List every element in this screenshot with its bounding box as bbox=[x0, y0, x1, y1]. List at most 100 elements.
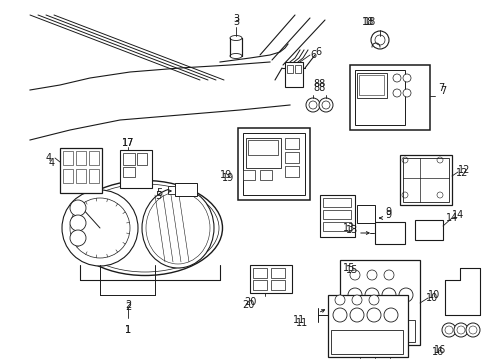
Text: 11: 11 bbox=[295, 318, 307, 328]
Circle shape bbox=[332, 308, 346, 322]
Bar bbox=[238, 128, 309, 200]
Bar bbox=[229, 38, 242, 56]
Text: 14: 14 bbox=[445, 213, 457, 223]
Bar bbox=[89, 151, 99, 165]
Circle shape bbox=[383, 308, 397, 322]
Bar bbox=[356, 205, 374, 223]
Text: 2: 2 bbox=[124, 300, 131, 310]
Text: 17: 17 bbox=[122, 138, 134, 148]
Circle shape bbox=[318, 98, 332, 112]
Text: 18: 18 bbox=[363, 17, 375, 27]
Circle shape bbox=[349, 270, 359, 280]
Bar bbox=[356, 73, 386, 98]
Circle shape bbox=[402, 74, 410, 82]
Circle shape bbox=[70, 215, 86, 231]
Bar bbox=[76, 151, 86, 165]
Bar bbox=[323, 198, 350, 207]
Bar bbox=[123, 167, 135, 177]
Text: 16: 16 bbox=[433, 345, 445, 355]
Bar bbox=[285, 166, 298, 177]
Bar bbox=[247, 140, 278, 155]
Ellipse shape bbox=[229, 54, 242, 59]
Text: 88: 88 bbox=[313, 79, 325, 89]
Text: 20: 20 bbox=[242, 300, 254, 310]
Circle shape bbox=[305, 98, 319, 112]
Bar bbox=[323, 222, 350, 231]
Bar bbox=[414, 220, 442, 240]
Text: 10: 10 bbox=[425, 293, 437, 303]
Bar bbox=[260, 170, 271, 180]
Circle shape bbox=[70, 200, 86, 216]
Bar bbox=[294, 65, 301, 73]
Text: 20: 20 bbox=[244, 297, 256, 307]
Text: 4: 4 bbox=[49, 158, 55, 168]
Text: 6: 6 bbox=[314, 47, 321, 57]
Text: 7: 7 bbox=[437, 83, 443, 93]
Bar bbox=[342, 320, 414, 342]
Bar bbox=[252, 268, 266, 278]
Bar bbox=[76, 169, 86, 183]
Bar bbox=[402, 158, 448, 202]
Circle shape bbox=[370, 31, 388, 49]
Circle shape bbox=[465, 323, 479, 337]
Circle shape bbox=[392, 74, 400, 82]
Bar bbox=[270, 280, 285, 290]
Circle shape bbox=[398, 288, 412, 302]
Text: 17: 17 bbox=[122, 138, 134, 148]
Bar bbox=[285, 152, 298, 163]
Circle shape bbox=[368, 295, 378, 305]
Bar bbox=[63, 151, 73, 165]
Text: 12: 12 bbox=[457, 165, 469, 175]
Text: 13: 13 bbox=[345, 225, 357, 235]
Text: 9: 9 bbox=[384, 210, 390, 220]
Circle shape bbox=[453, 323, 467, 337]
Circle shape bbox=[364, 288, 378, 302]
Circle shape bbox=[349, 308, 363, 322]
Text: 88: 88 bbox=[313, 83, 325, 93]
Text: 15: 15 bbox=[345, 265, 357, 275]
Text: 4: 4 bbox=[46, 153, 52, 163]
Text: 1: 1 bbox=[124, 325, 131, 335]
Text: 11: 11 bbox=[292, 315, 305, 325]
Bar bbox=[327, 295, 407, 357]
Bar bbox=[330, 330, 402, 354]
Ellipse shape bbox=[229, 36, 242, 41]
Circle shape bbox=[351, 295, 361, 305]
Bar bbox=[270, 268, 285, 278]
Text: 13: 13 bbox=[342, 223, 354, 233]
Ellipse shape bbox=[142, 188, 214, 268]
Circle shape bbox=[334, 295, 345, 305]
Bar bbox=[249, 265, 291, 293]
Bar bbox=[123, 153, 135, 165]
Text: 3: 3 bbox=[232, 17, 239, 27]
Bar bbox=[89, 169, 99, 183]
Circle shape bbox=[70, 230, 86, 246]
Bar bbox=[137, 153, 147, 165]
Text: 18: 18 bbox=[361, 17, 373, 27]
Bar bbox=[175, 183, 197, 196]
Bar bbox=[245, 138, 281, 168]
Circle shape bbox=[383, 270, 393, 280]
Text: 7: 7 bbox=[439, 86, 445, 96]
Circle shape bbox=[441, 323, 455, 337]
Bar bbox=[285, 62, 303, 87]
Text: 5: 5 bbox=[156, 188, 162, 198]
Text: 2: 2 bbox=[124, 302, 131, 312]
Circle shape bbox=[402, 89, 410, 97]
Circle shape bbox=[387, 263, 395, 271]
Bar bbox=[339, 260, 419, 345]
Circle shape bbox=[381, 288, 395, 302]
Bar bbox=[399, 155, 451, 205]
Text: 19: 19 bbox=[219, 170, 231, 180]
Bar bbox=[349, 65, 429, 130]
Bar bbox=[286, 65, 292, 73]
Text: 5: 5 bbox=[155, 191, 161, 201]
Text: 6: 6 bbox=[309, 50, 315, 60]
Text: 10: 10 bbox=[427, 290, 439, 300]
Bar bbox=[120, 150, 152, 188]
Bar bbox=[243, 170, 254, 180]
Circle shape bbox=[366, 270, 376, 280]
Bar bbox=[60, 148, 102, 193]
Ellipse shape bbox=[67, 180, 222, 275]
Bar bbox=[63, 169, 73, 183]
